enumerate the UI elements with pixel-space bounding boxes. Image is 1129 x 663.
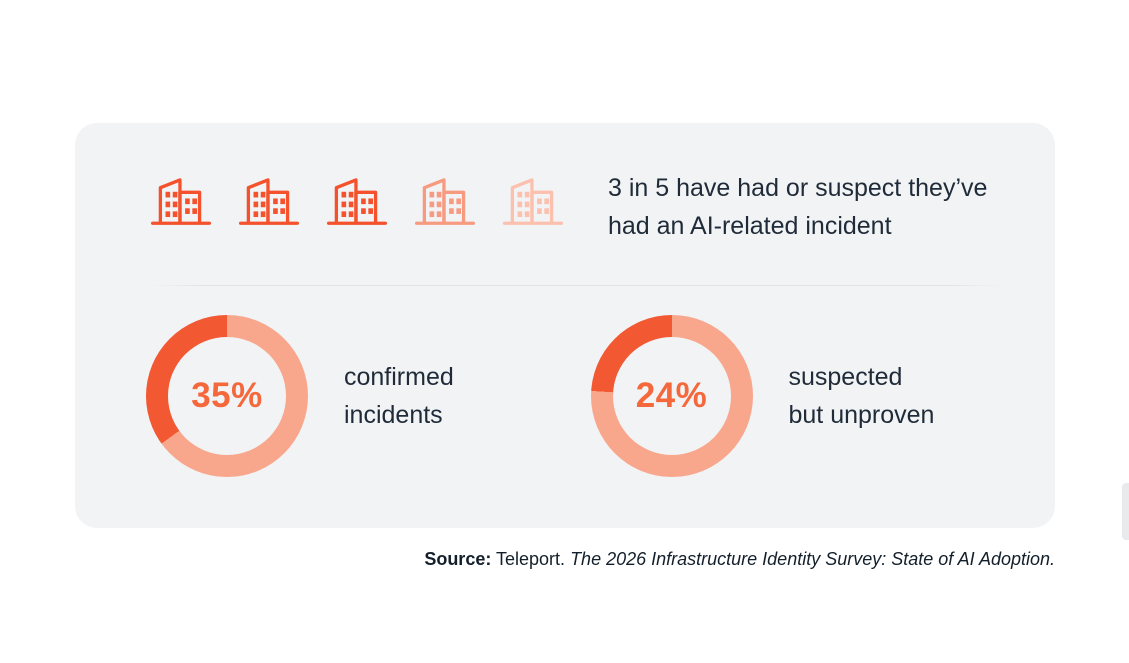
building-icon — [324, 163, 390, 235]
stat-confirmed-incidents: 35% confirmed incidents — [146, 315, 591, 477]
pictogram-row: 3 in 5 have had or suspect they’ve had a… — [148, 163, 1015, 245]
building-icon — [500, 163, 566, 235]
source-publisher: Teleport. — [491, 549, 571, 569]
donut-hole: 35% — [168, 337, 286, 455]
building-row — [148, 163, 566, 235]
percent-value: 24% — [635, 376, 708, 415]
source-work-title: The 2026 Infrastructure Identity Survey:… — [570, 549, 1055, 569]
stat-suspected-unproven: 24% suspected but unproven — [590, 315, 1036, 477]
percent-value: 35% — [191, 376, 263, 415]
building-icon — [236, 163, 302, 235]
stat-label-suspected: suspected but unproven — [788, 363, 935, 429]
donut-chart-suspected: 24% — [590, 315, 753, 477]
divider — [148, 285, 1005, 286]
pictogram-headline: 3 in 5 have had or suspect they’ve had a… — [608, 174, 988, 240]
source-label: Source: — [424, 549, 492, 569]
scrollbar-thumb[interactable] — [1122, 483, 1129, 540]
infographic-card: 3 in 5 have had or suspect they’ve had a… — [75, 123, 1055, 528]
donut-chart-confirmed: 35% — [146, 315, 308, 477]
source-caption: Source: Teleport. The 2026 Infrastructur… — [75, 546, 1055, 572]
building-icon — [412, 163, 478, 235]
donut-hole: 24% — [612, 337, 731, 455]
donut-row: 35% confirmed incidents 24% suspected bu… — [146, 315, 1035, 477]
building-icon — [148, 163, 214, 235]
stat-label-confirmed: confirmed incidents — [344, 363, 454, 429]
